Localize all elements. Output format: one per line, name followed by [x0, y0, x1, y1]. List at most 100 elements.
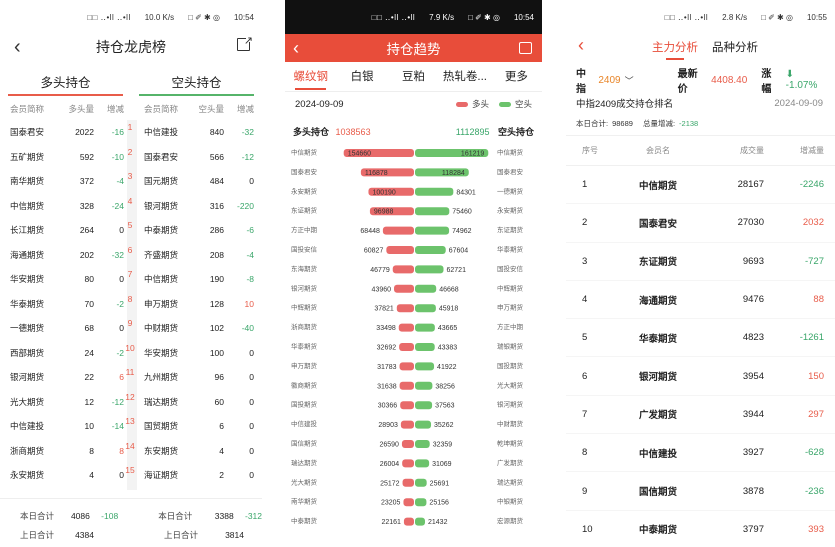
member-name: 东证期货 [638, 257, 677, 269]
short-bar [415, 187, 454, 196]
long-bar-value: 25172 [380, 480, 400, 487]
long-member-label: 中信建投 [291, 419, 318, 428]
calendar-icon[interactable] [519, 42, 532, 54]
table-row[interactable]: 1 中信期货 28167 -2246 [566, 166, 835, 205]
long-positions-tab[interactable]: 多头持仓 [0, 68, 131, 96]
signal-icon: □□ ‥•ll ‥•ll [87, 12, 131, 22]
tab-rebar[interactable]: 螺纹钢 [285, 62, 336, 92]
short-change: -4 [246, 249, 254, 260]
table-row[interactable]: 永安期货 4 0 15 海证期货 2 0 [0, 463, 262, 488]
table-row[interactable]: 4 海通期货 9476 88 [566, 281, 835, 320]
table-row[interactable]: 6 银河期货 3954 150 [566, 357, 835, 396]
short-bar [415, 284, 437, 293]
table-row[interactable]: 华安期货 80 0 7 中信期货 190 -8 [0, 267, 262, 292]
col-long-vol: 多头量 [68, 104, 94, 114]
chevron-down-icon[interactable]: ﹀ [624, 75, 634, 86]
table-row[interactable]: 浙商期货 8 8 14 东安期货 4 0 [0, 439, 262, 464]
short-bar [415, 459, 430, 468]
tab-silver[interactable]: 白银 [350, 70, 374, 83]
tab-soymeal[interactable]: 豆粕 [402, 70, 426, 83]
change: -628 [804, 447, 824, 459]
short-bar-value: 161219 [461, 151, 484, 158]
volume: 3944 [742, 408, 764, 420]
position-chart-svg: 中信期货 中信期货 154660 161219 国泰君安 国泰君安 116878 118284… [291, 148, 524, 527]
position-chart: 中信期货 中信期货 154660 161219 国泰君安 国泰君安 116878 118284… [285, 142, 542, 540]
rank-number: 7 [127, 269, 133, 280]
volume: 4823 [742, 332, 764, 344]
long-total-label: 多头持仓 [293, 126, 330, 137]
long-bar [399, 362, 414, 371]
tab-hot-rolled[interactable]: 热轧卷... [442, 70, 487, 83]
table-row[interactable]: 中信期货 328 -24 4 银河期货 316 -220 [0, 194, 262, 219]
table-row[interactable]: 长江期货 264 0 5 中泰期货 286 -6 [0, 218, 262, 243]
long-change: -2 [116, 298, 124, 309]
table-row[interactable]: 2 国泰君安 27030 2032 [566, 204, 835, 243]
table-row[interactable]: 银河期货 22 6 11 九州期货 96 0 [0, 365, 262, 390]
short-member-label: 申万期货 [497, 303, 524, 312]
rank-number: 4 [127, 195, 133, 206]
table-row[interactable]: 光大期货 12 -12 12 瑞达期货 60 0 [0, 390, 262, 415]
table-row[interactable]: 国泰君安 2022 -16 1 中信建投 840 -32 [0, 120, 262, 145]
long-bar-value: 28903 [378, 422, 398, 429]
tab-main-analysis[interactable]: 主力分析 [652, 39, 698, 60]
short-member-name: 瑞达期货 [144, 396, 179, 407]
long-bar [399, 381, 414, 390]
rank-number: 3 [127, 171, 133, 182]
short-member-label: 中银期货 [497, 497, 524, 506]
long-bar-value: 43960 [372, 286, 392, 293]
short-volume: 128 [209, 298, 224, 309]
tab-more[interactable]: 更多 [504, 70, 528, 83]
short-bar [415, 226, 450, 235]
network-speed: 7.9 K/s [429, 12, 455, 22]
short-volume: 208 [209, 249, 224, 260]
table-row[interactable]: 7 广发期货 3944 297 [566, 396, 835, 435]
long-bar-value: 100190 [372, 189, 395, 196]
contract-name[interactable]: 中指 [576, 69, 586, 95]
long-bar [403, 517, 414, 526]
short-member-name: 银河期货 [144, 200, 179, 211]
short-bar [415, 517, 425, 526]
short-today-chg: -312 [244, 511, 262, 521]
short-bar-value: 67604 [449, 248, 469, 255]
table-row[interactable]: 南华期货 372 -4 3 国元期货 484 0 [0, 169, 262, 194]
change: 297 [808, 408, 824, 420]
table-row[interactable]: 五矿期货 592 -10 2 国泰君安 566 -12 [0, 145, 262, 170]
short-bar-value: 25691 [430, 480, 450, 487]
member-name: 银河期货 [638, 372, 677, 384]
page-title: 持仓趋势 [386, 42, 441, 57]
back-arrow-icon[interactable]: ‹ [578, 35, 584, 55]
table-row[interactable]: 一德期货 68 0 9 中财期货 102 -40 [0, 316, 262, 341]
short-bar-value: 62721 [447, 267, 467, 274]
short-change: -8 [246, 274, 254, 285]
header: ‹ 主力分析 品种分析 [566, 34, 835, 60]
table-row[interactable]: 华泰期货 70 -2 8 申万期货 128 10 [0, 292, 262, 317]
long-change: -24 [111, 200, 124, 211]
table-row[interactable]: 5 华泰期货 4823 -1261 [566, 319, 835, 358]
long-member-name: 浙商期货 [10, 445, 45, 456]
short-member-label: 国投期货 [497, 361, 524, 370]
short-member-label: 瑞银期货 [497, 342, 524, 351]
tab-variety-analysis[interactable]: 品种分析 [712, 42, 758, 54]
table-row[interactable]: 西部期货 24 -2 10 华安期货 100 0 [0, 341, 262, 366]
long-member-label: 永安期货 [291, 186, 318, 195]
table-row[interactable]: 海通期货 202 -32 6 齐盛期货 208 -4 [0, 243, 262, 268]
contract-code[interactable]: 2409 [598, 74, 621, 86]
back-arrow-icon[interactable]: ‹ [293, 38, 299, 58]
table-row[interactable]: 10 中泰期货 3797 393 [566, 511, 835, 547]
short-member-label: 中辉期货 [497, 283, 524, 292]
short-member-name: 申万期货 [144, 298, 179, 309]
long-member-name: 国泰君安 [10, 127, 45, 138]
short-positions-tab[interactable]: 空头持仓 [131, 68, 262, 96]
long-bar-value: 23205 [381, 500, 401, 507]
short-volume: 286 [209, 225, 224, 236]
back-arrow-icon[interactable]: ‹ [14, 36, 21, 58]
header: ‹ 持仓趋势 [285, 34, 542, 62]
share-icon[interactable] [237, 35, 253, 51]
table-row[interactable]: 中信建投 10 -14 13 国贸期货 6 0 [0, 414, 262, 439]
member-name: 海通期货 [638, 295, 677, 307]
long-member-label: 国投安信 [291, 245, 318, 254]
table-row[interactable]: 8 中信建投 3927 -628 [566, 434, 835, 473]
table-row[interactable]: 9 国信期货 3878 -236 [566, 472, 835, 511]
table-row[interactable]: 3 东证期货 9693 -727 [566, 243, 835, 281]
short-bar-value: 32359 [433, 442, 453, 449]
